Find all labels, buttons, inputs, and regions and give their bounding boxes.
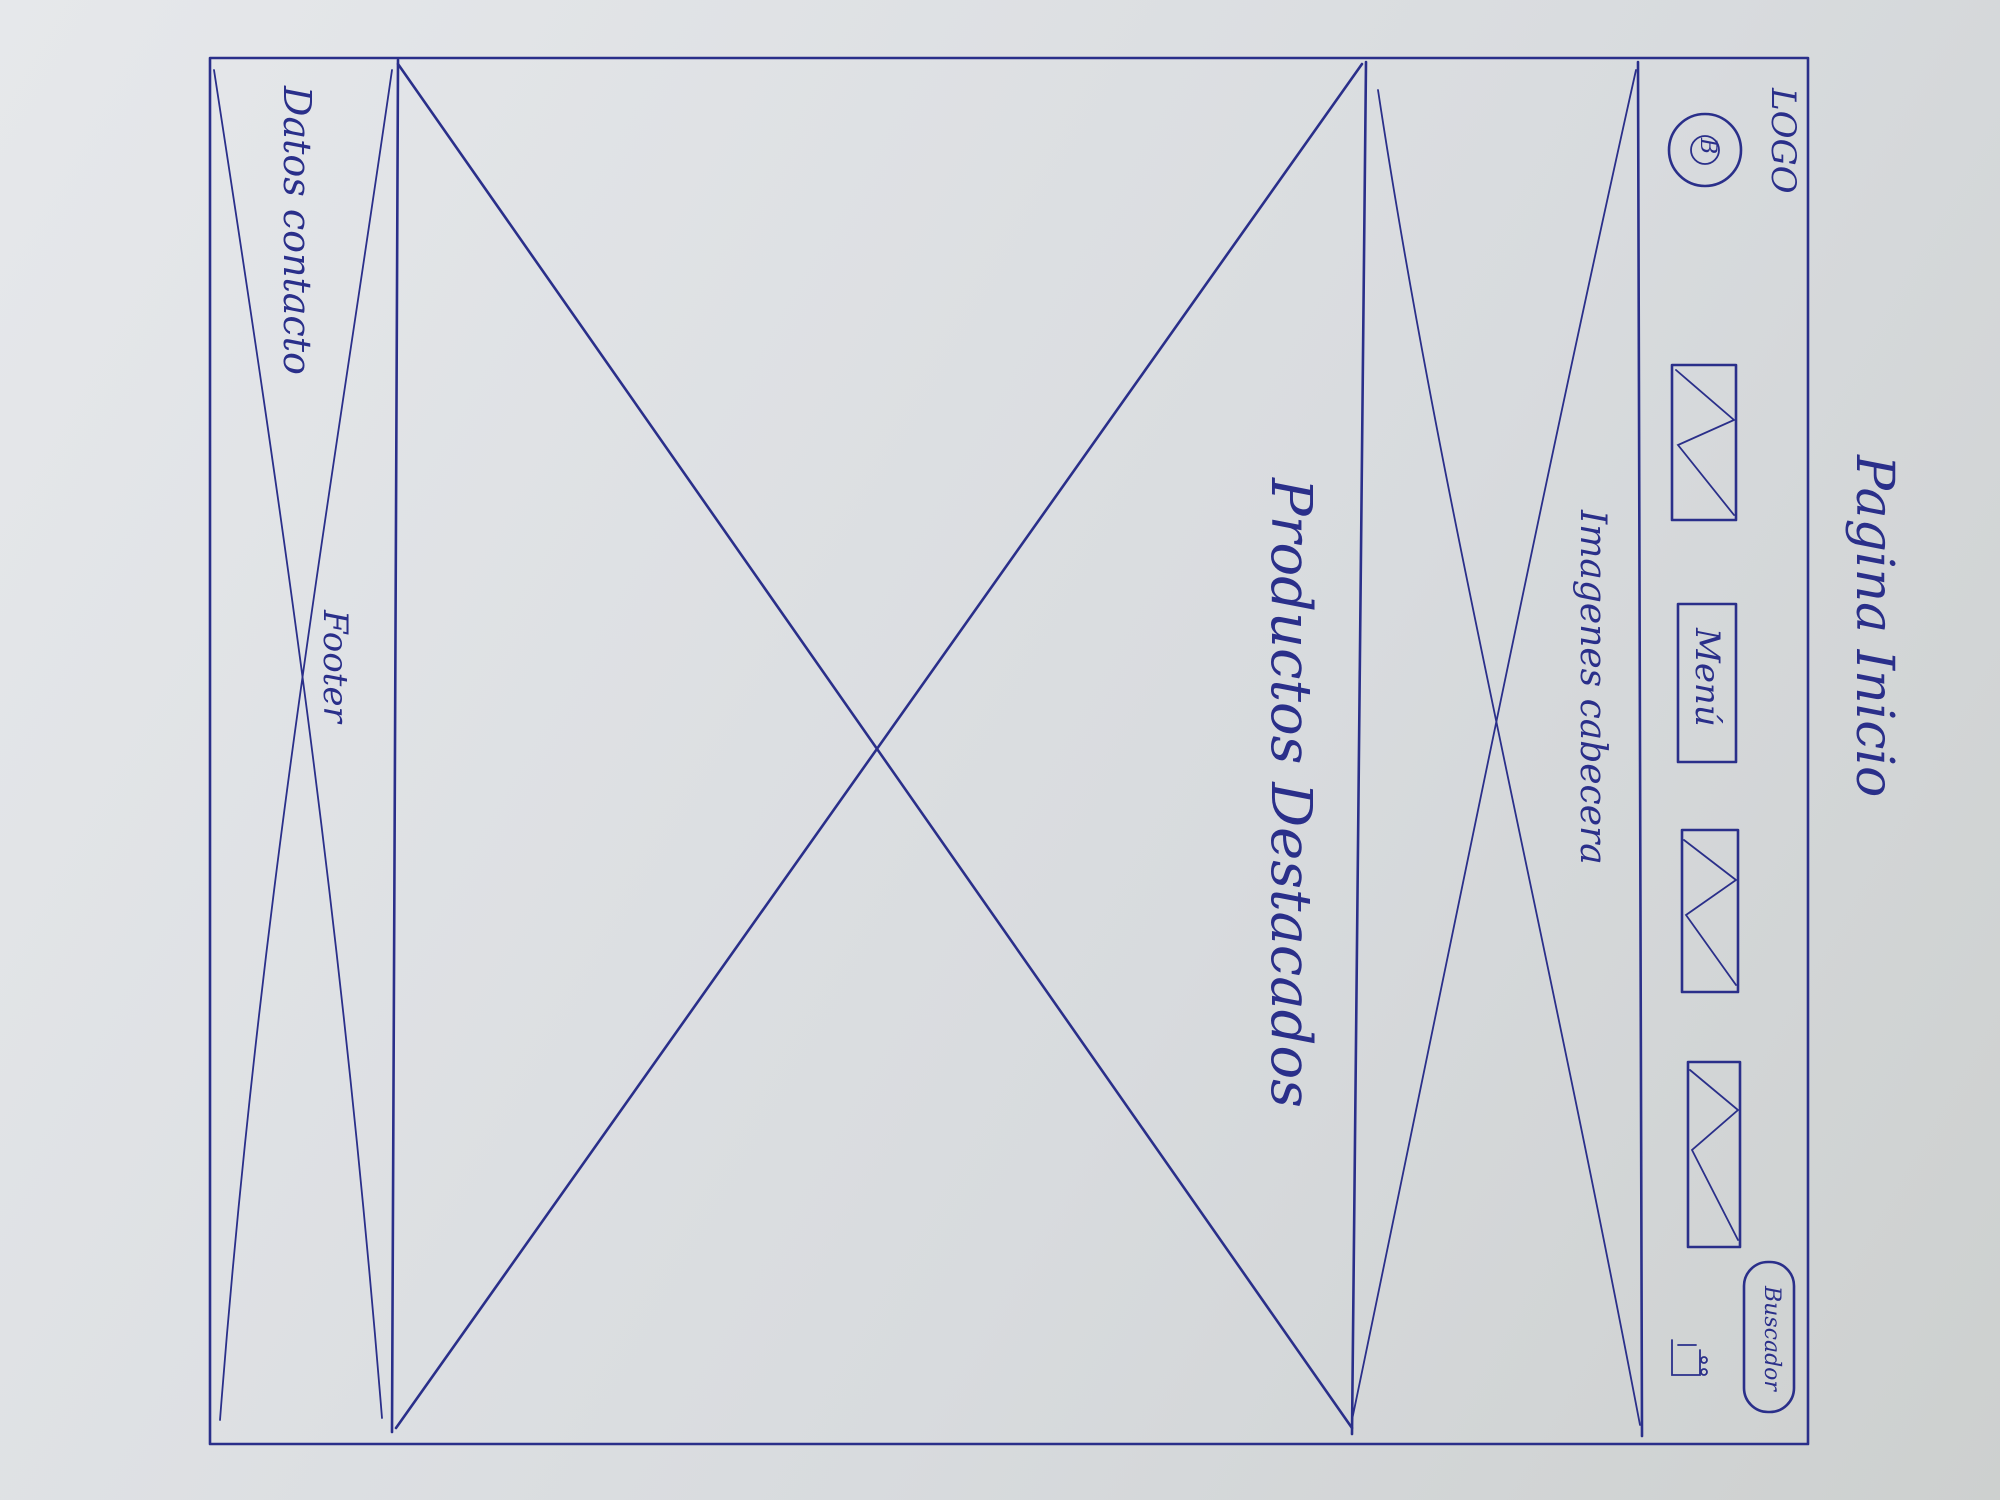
featured-cross-b <box>394 62 1364 1430</box>
footer-label: Footer <box>315 610 355 723</box>
nav-image-slot-3 <box>1686 1060 1742 1249</box>
search-pill <box>1742 1260 1796 1414</box>
logo-inner-circle <box>1690 135 1720 165</box>
featured-cross-a <box>396 62 1354 1430</box>
footer-cross-b <box>219 69 393 1421</box>
logo-circle <box>1667 112 1743 188</box>
cart-icon <box>1671 1339 1708 1376</box>
footer-cross-a <box>213 69 383 1419</box>
nav-image-slot-1 <box>1670 363 1738 522</box>
page-frame <box>208 56 1810 1446</box>
logo-badge: B <box>1695 138 1720 155</box>
banner-cross-b <box>1377 89 1641 1426</box>
page-title: Pagina Inicio <box>1844 455 1904 798</box>
banner-divider <box>1350 60 1368 1436</box>
search-button[interactable]: Buscador <box>1759 1286 1784 1391</box>
contact-data-label: Datos contacto <box>275 86 319 375</box>
banner-cross-a <box>1351 69 1637 1421</box>
featured-products-label: Productos Destacados <box>1258 478 1323 1108</box>
nav-menu-box <box>1676 602 1738 764</box>
logo-label: LOGO <box>1763 88 1803 194</box>
header-banner-label: Imagenes cabecera <box>1572 510 1613 865</box>
menu-button[interactable]: Menú <box>1687 628 1727 727</box>
header-divider <box>1636 60 1644 1438</box>
nav-image-slot-2 <box>1680 828 1740 994</box>
featured-divider <box>390 58 400 1434</box>
